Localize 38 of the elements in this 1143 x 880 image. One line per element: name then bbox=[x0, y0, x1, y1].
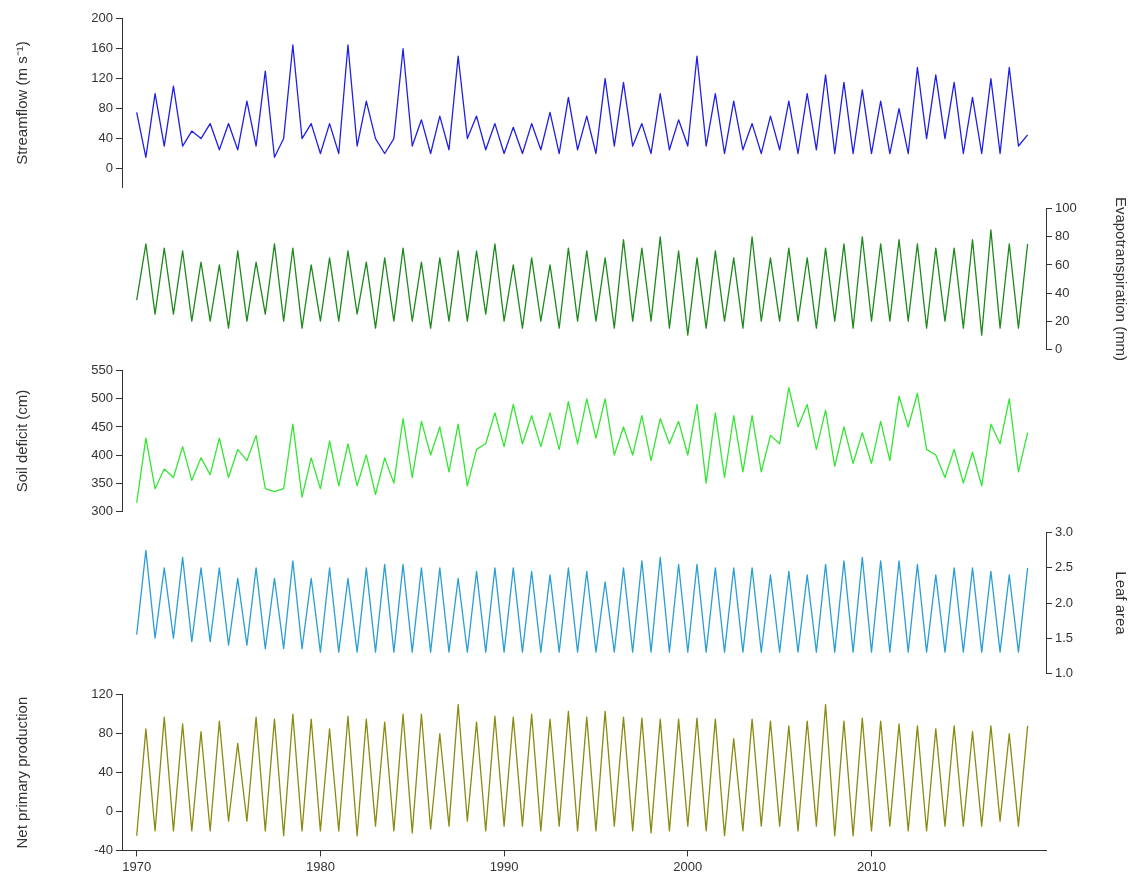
y-tick-label: 300 bbox=[91, 502, 113, 518]
x-tick-label: 2010 bbox=[857, 858, 886, 874]
y-tick-label: 120 bbox=[91, 686, 113, 702]
y-tick-label: 400 bbox=[91, 446, 113, 462]
y-tick-label: 20 bbox=[1055, 312, 1070, 328]
y-axis-title: Soil deficit (cm) bbox=[13, 389, 31, 493]
y-tick-label: 0 bbox=[105, 160, 113, 176]
x-tick-label: 1970 bbox=[122, 858, 152, 874]
y-tick-label: 450 bbox=[91, 418, 113, 434]
y-tick-label: 3.0 bbox=[1055, 524, 1074, 540]
y-tick-label: 40 bbox=[98, 130, 113, 146]
y-axis-title: Evapotranspiration (mm) bbox=[1112, 196, 1130, 362]
y-tick-label: 2.0 bbox=[1055, 594, 1074, 610]
y-tick-label: 500 bbox=[91, 390, 113, 406]
y-tick-label: 0 bbox=[105, 803, 113, 819]
y-tick-label: 100 bbox=[1055, 200, 1077, 216]
y-tick-label: 2.5 bbox=[1055, 559, 1074, 575]
y-tick-label: 80 bbox=[1055, 228, 1070, 244]
y-tick-label: 60 bbox=[1055, 256, 1070, 272]
y-tick-label: 1.0 bbox=[1055, 664, 1074, 680]
x-tick-label: 1980 bbox=[305, 858, 335, 874]
y-tick-label: -40 bbox=[94, 841, 113, 857]
x-tick-label: 2000 bbox=[673, 858, 703, 874]
y-tick-label: 350 bbox=[91, 474, 113, 490]
y-tick-label: 550 bbox=[91, 362, 113, 378]
y-axis-title: Net primary production bbox=[13, 696, 31, 849]
y-tick-label: 40 bbox=[98, 764, 113, 780]
y-tick-label: 80 bbox=[98, 100, 113, 116]
y-tick-label: 200 bbox=[91, 10, 113, 26]
y-axis-title: Leaf area bbox=[1112, 571, 1130, 636]
y-tick-label: 80 bbox=[98, 725, 113, 741]
y-tick-label: 160 bbox=[91, 40, 113, 56]
y-tick-label: 1.5 bbox=[1055, 629, 1074, 645]
y-axis-title: Streamflow (m s⁻¹) bbox=[13, 41, 31, 165]
y-tick-label: 120 bbox=[91, 70, 113, 86]
y-tick-label: 40 bbox=[1055, 284, 1070, 300]
x-tick-label: 1990 bbox=[489, 858, 519, 874]
y-tick-label: 0 bbox=[1055, 340, 1063, 356]
